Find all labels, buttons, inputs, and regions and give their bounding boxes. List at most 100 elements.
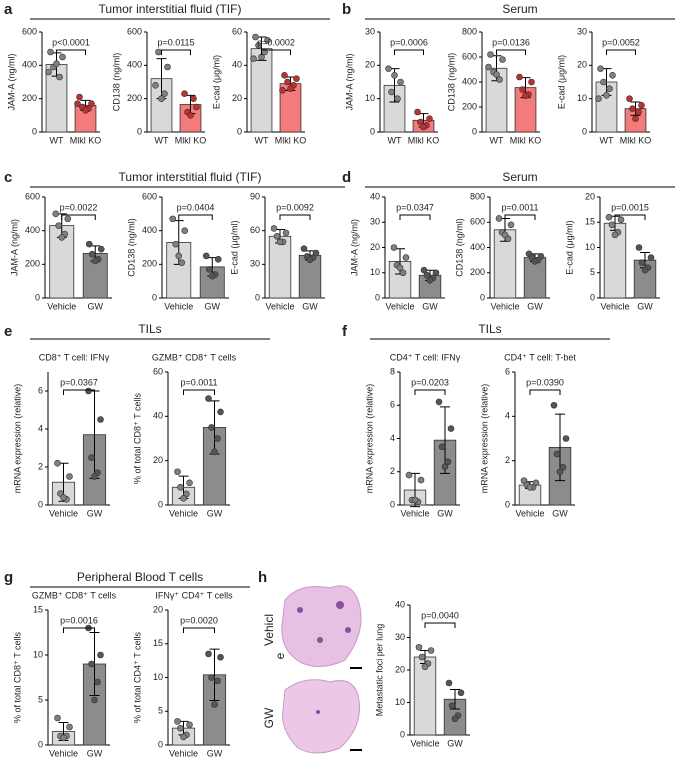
p-value: p=0.0020 [180,615,218,625]
bar [268,235,292,299]
data-point [445,679,453,687]
data-point [385,65,392,72]
y-tick-label: 5 [590,267,595,277]
group-title: Peripheral Blood T cells [77,570,203,584]
data-point [550,401,558,409]
x-tick-label: WT [388,135,402,145]
y-tick-label: 20 [395,664,405,674]
x-tick-label: Vehicle [400,508,429,518]
data-point [211,448,218,456]
significance-bracket [529,389,561,395]
x-tick-label: GW [527,301,543,311]
y-tick-label: 0 [370,126,375,136]
data-point [432,269,440,277]
data-point [74,100,81,107]
group-title: TILs [478,322,501,336]
p-value: p=0.0016 [60,615,98,625]
significance-bracket [504,214,536,220]
y-tick-label: 30 [370,217,380,227]
data-point [609,72,616,79]
data-point [190,95,197,102]
y-tick-label: 20 [365,60,375,70]
data-point [635,244,643,251]
significance-bracket [496,49,526,55]
y-tick-label: 4 [505,411,510,421]
data-point [55,222,63,229]
y-tick-label: 800 [462,26,477,36]
data-point [217,653,224,661]
subplot-title: GZMB⁺ CD8⁺ T cells [32,590,117,600]
y-tick-label: 0 [38,739,43,749]
p-value: p=0.0203 [411,377,449,387]
y-tick-label: 30 [395,632,405,642]
data-point [526,483,534,491]
group-title: Tumor interstitial fluid (TIF) [99,2,242,16]
data-point [457,689,465,697]
x-tick-label: Vehicle [47,301,76,311]
data-point [421,663,429,671]
data-point [312,249,320,257]
data-point [85,387,92,395]
data-point [47,48,54,56]
y-tick-label: 40 [395,599,405,609]
y-tick-label: 2 [505,455,510,465]
x-tick-label: Mlkl KO [70,135,102,145]
data-point [52,210,60,218]
y-tick-label: 6 [390,400,395,410]
data-point [399,269,407,277]
y-tick-label: 30 [250,259,260,269]
y-tick-label: 0 [237,126,242,136]
data-point [177,724,184,732]
data-point [64,215,72,223]
data-point [180,733,187,741]
y-tick-label: 200 [22,93,37,103]
x-tick-label: Vehicle [600,301,629,311]
y-tick-label: 0 [32,126,37,136]
data-point [402,254,410,261]
data-point [161,90,168,97]
lung-image [282,679,360,754]
metastasis [317,637,323,643]
data-point [638,102,645,109]
data-point [88,454,95,461]
image-label: Vehicl [262,614,276,646]
data-point [405,471,413,479]
p-value: p=0.0092 [276,202,314,212]
data-point [426,277,434,284]
significance-bracket [261,49,291,55]
y-tick-label: 10 [365,93,375,103]
data-point [418,653,426,661]
y-tick-label: 4 [38,423,43,433]
data-point [60,734,67,742]
data-point [608,221,616,229]
y-tick-label: 10 [370,267,380,277]
y-tick-label: 0 [375,292,380,302]
x-tick-label: Mlkl KO [275,135,307,145]
data-point [97,416,104,423]
data-point [255,42,262,49]
data-point [208,424,215,431]
y-tick-label: 20 [153,604,163,614]
data-point [279,87,286,94]
data-point [438,443,446,451]
data-point [487,51,494,58]
y-tick-label: 10 [395,697,405,707]
data-point [414,108,421,116]
y-tick-label: 0 [152,292,157,302]
subplot-title: CD8⁺ T cell: IFNγ [39,352,110,362]
data-point [562,435,570,442]
significance-bracket [424,622,456,628]
data-point [214,435,221,442]
significance-bracket [178,214,213,220]
x-tick-label: GW [205,301,221,311]
data-point [91,257,99,265]
data-point [76,93,83,101]
data-point [306,256,314,264]
y-tick-label: 0 [390,499,395,509]
y-axis-label: JAM-A (ng/ml) [6,53,16,110]
data-point [448,702,456,710]
group-title: Serum [502,170,537,184]
data-point [53,60,60,67]
panel-letter: d [342,169,351,186]
